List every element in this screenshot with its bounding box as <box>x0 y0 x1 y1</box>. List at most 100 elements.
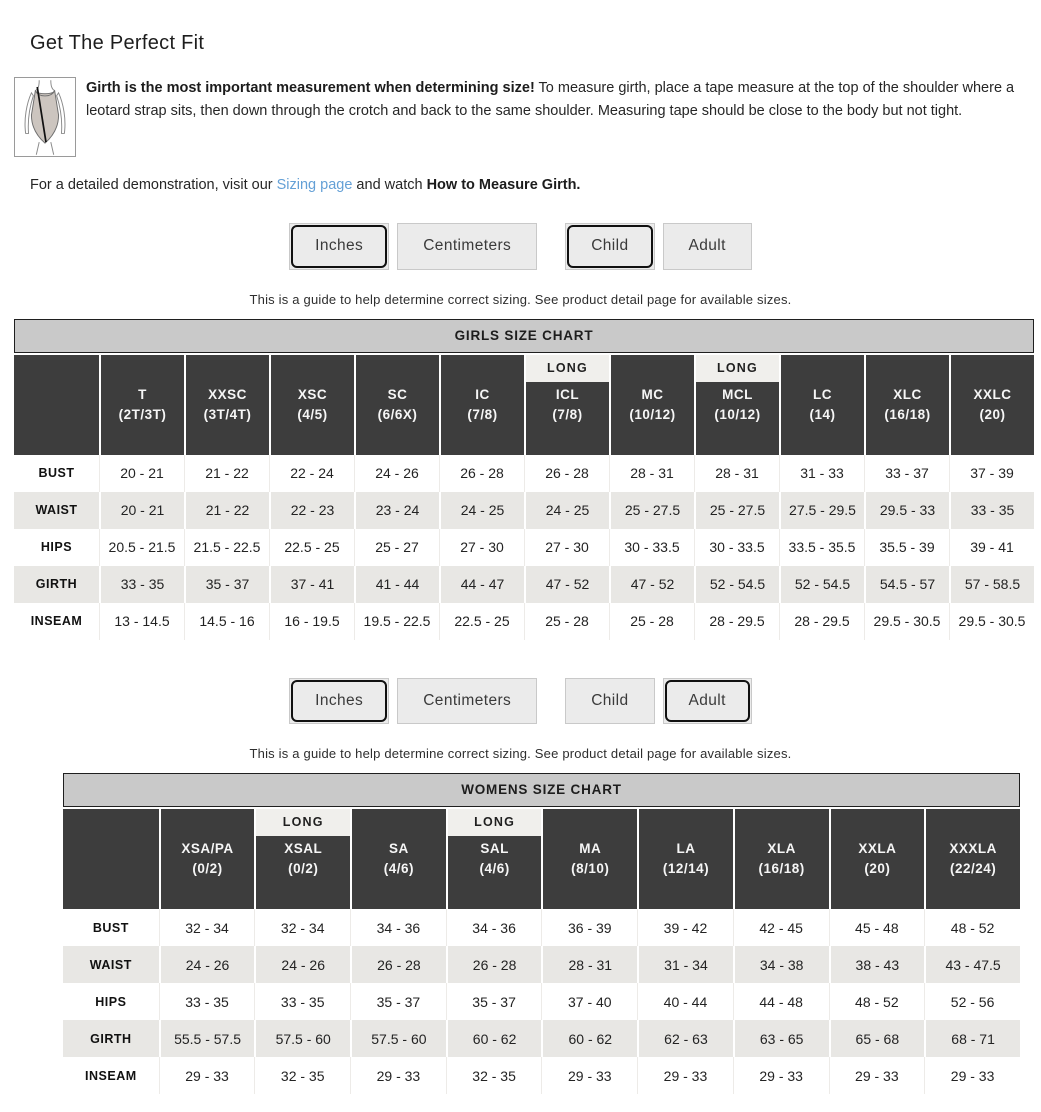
cell-girth-xsal: 57.5 - 60 <box>254 1020 351 1058</box>
cell-bust-icl: 26 - 28 <box>524 454 609 492</box>
cell-inseam-xxsc: 14.5 - 16 <box>184 602 269 640</box>
column-header-xsc: XSC (4/5) <box>269 354 354 455</box>
size-range-label: (12/14) <box>662 861 710 877</box>
measurement-row-inseam: INSEAM 29 - 33 32 - 35 29 - 33 32 - 35 29 - 3… <box>63 1057 1020 1095</box>
girls-sizing-note: This is a guide to help determine correc… <box>249 291 792 307</box>
chart-title-bar: GIRLS SIZE CHART <box>14 318 1034 353</box>
cell-girth-xla: 63 - 65 <box>732 1020 829 1058</box>
cell-waist-lc: 27.5 - 29.5 <box>779 491 864 529</box>
row-label-inseam: INSEAM <box>63 1057 159 1095</box>
cell-hips-xxla: 48 - 52 <box>828 983 925 1021</box>
column-header-ma: MA (8/10) <box>541 809 638 910</box>
cell-bust-lc: 31 - 33 <box>779 454 864 492</box>
adult-toggle-button[interactable]: Adult <box>662 223 752 270</box>
cell-waist-sal: 26 - 28 <box>445 946 542 984</box>
corner-header-cell <box>63 809 159 910</box>
size-code-label: SC <box>387 386 408 402</box>
size-code-label: XXSC <box>208 386 247 402</box>
cell-bust-la: 39 - 42 <box>637 909 733 947</box>
intro-text: Girth is the most important measurement … <box>86 77 1027 122</box>
cell-hips-xxsc: 21.5 - 22.5 <box>184 528 269 566</box>
size-code-label: XSAL <box>284 841 323 857</box>
measurement-row-inseam: INSEAM 13 - 14.5 14.5 - 16 16 - 19.5 19.5 - … <box>14 602 1034 640</box>
size-code-label: XSC <box>297 386 328 402</box>
cell-inseam-xsc: 16 - 19.5 <box>269 602 354 640</box>
row-label-bust: BUST <box>14 454 99 492</box>
sizing-page-link[interactable]: Sizing page <box>276 177 353 193</box>
cell-bust-xxlc: 37 - 39 <box>949 454 1034 492</box>
cell-hips-lc: 33.5 - 35.5 <box>779 528 864 566</box>
size-code-label: XSA/PA <box>181 841 234 857</box>
cell-waist-ma: 28 - 31 <box>541 946 638 984</box>
size-range-label: (2T/3T) <box>118 406 167 422</box>
size-range-label: (16/18) <box>758 861 805 877</box>
cell-bust-sal: 34 - 36 <box>445 909 542 947</box>
child-toggle-button[interactable]: Child <box>565 223 655 270</box>
measurement-row-bust: BUST 32 - 34 32 - 34 34 - 36 34 - 36 36 - 39 3… <box>63 909 1020 947</box>
column-header-xsa-pa: XSA/PA (0/2) <box>158 809 255 910</box>
column-header-sa: SA (4/6) <box>350 809 446 910</box>
demo-prefix-text: For a detailed demonstration, visit our <box>30 177 277 193</box>
size-code-label: LA <box>676 841 696 857</box>
cell-bust-xsc: 22 - 24 <box>269 454 354 492</box>
cell-inseam-icl: 25 - 28 <box>524 602 609 640</box>
row-label-girth: GIRTH <box>14 565 99 603</box>
cell-waist-xxla: 38 - 43 <box>828 946 925 984</box>
cell-girth-lc: 52 - 54.5 <box>779 565 864 603</box>
measurement-row-girth: GIRTH 55.5 - 57.5 57.5 - 60 57.5 - 60 60 - 6… <box>63 1020 1020 1058</box>
cell-bust-mc: 28 - 31 <box>609 454 694 492</box>
column-header-xxlc: XXLC (20) <box>949 354 1034 455</box>
cell-hips-xsal: 33 - 35 <box>254 983 351 1021</box>
cell-hips-xxlc: 39 - 41 <box>949 528 1034 566</box>
cell-inseam-mc: 25 - 28 <box>609 602 694 640</box>
centimeters-toggle-button[interactable]: Centimeters <box>397 677 538 725</box>
size-code-label: MCL <box>722 386 753 402</box>
size-code-label: ICL <box>555 386 580 402</box>
size-range-label: (14) <box>809 406 836 422</box>
cell-waist-xxxla: 43 - 47.5 <box>924 946 1020 984</box>
adult-toggle-button[interactable]: Adult <box>662 677 752 725</box>
measurement-row-hips: HIPS 33 - 35 33 - 35 35 - 37 35 - 37 37 - 40 4… <box>63 983 1020 1021</box>
leotard-illustration <box>14 77 76 157</box>
size-range-label: (20) <box>864 861 891 877</box>
inches-toggle-button[interactable]: Inches <box>289 677 390 725</box>
column-header-mc: MC (10/12) <box>609 354 694 455</box>
cell-hips-la: 40 - 44 <box>637 983 733 1021</box>
cell-waist-mc: 25 - 27.5 <box>609 491 694 529</box>
column-header-xxxla: XXXLA (22/24) <box>924 809 1020 910</box>
cell-inseam-xla: 29 - 33 <box>732 1057 829 1095</box>
size-code-label: XLA <box>767 841 796 857</box>
cell-girth-sal: 60 - 62 <box>445 1020 542 1058</box>
centimeters-toggle-button[interactable]: Centimeters <box>397 223 538 270</box>
row-label-inseam: INSEAM <box>14 602 99 640</box>
cell-inseam-ma: 29 - 33 <box>541 1057 638 1095</box>
column-header-sal: LONG SAL (4/6) <box>445 809 542 910</box>
size-code-label: MC <box>641 386 664 402</box>
size-range-label: (7/8) <box>552 406 583 422</box>
child-toggle-button[interactable]: Child <box>565 677 655 725</box>
cell-bust-xsal: 32 - 34 <box>254 909 351 947</box>
cell-inseam-sal: 32 - 35 <box>445 1057 542 1095</box>
measurement-row-hips: HIPS 20.5 - 21.5 21.5 - 22.5 22.5 - 25 25 - … <box>14 528 1034 566</box>
cell-inseam-xsal: 32 - 35 <box>254 1057 351 1095</box>
cell-waist-xla: 34 - 38 <box>732 946 829 984</box>
size-code-label: T <box>138 386 147 402</box>
column-header-la: LA (12/14) <box>637 809 733 910</box>
demo-line: For a detailed demonstration, visit our … <box>30 177 1041 193</box>
row-label-waist: WAIST <box>14 491 99 529</box>
row-label-bust: BUST <box>63 909 159 947</box>
column-header-t: T (2T/3T) <box>99 354 184 455</box>
cell-girth-xlc: 54.5 - 57 <box>864 565 949 603</box>
cell-hips-icl: 27 - 30 <box>524 528 609 566</box>
size-range-label: (20) <box>979 406 1006 422</box>
cell-inseam-t: 13 - 14.5 <box>99 602 184 640</box>
cell-hips-xla: 44 - 48 <box>732 983 829 1021</box>
cell-girth-ma: 60 - 62 <box>541 1020 638 1058</box>
size-code-label: IC <box>475 386 490 402</box>
measurement-row-girth: GIRTH 33 - 35 35 - 37 37 - 41 41 - 44 44 - 47… <box>14 565 1034 603</box>
page-title: Get The Perfect Fit <box>30 32 205 54</box>
cell-waist-xlc: 29.5 - 33 <box>864 491 949 529</box>
inches-toggle-button[interactable]: Inches <box>289 223 390 270</box>
cell-hips-xlc: 35.5 - 39 <box>864 528 949 566</box>
